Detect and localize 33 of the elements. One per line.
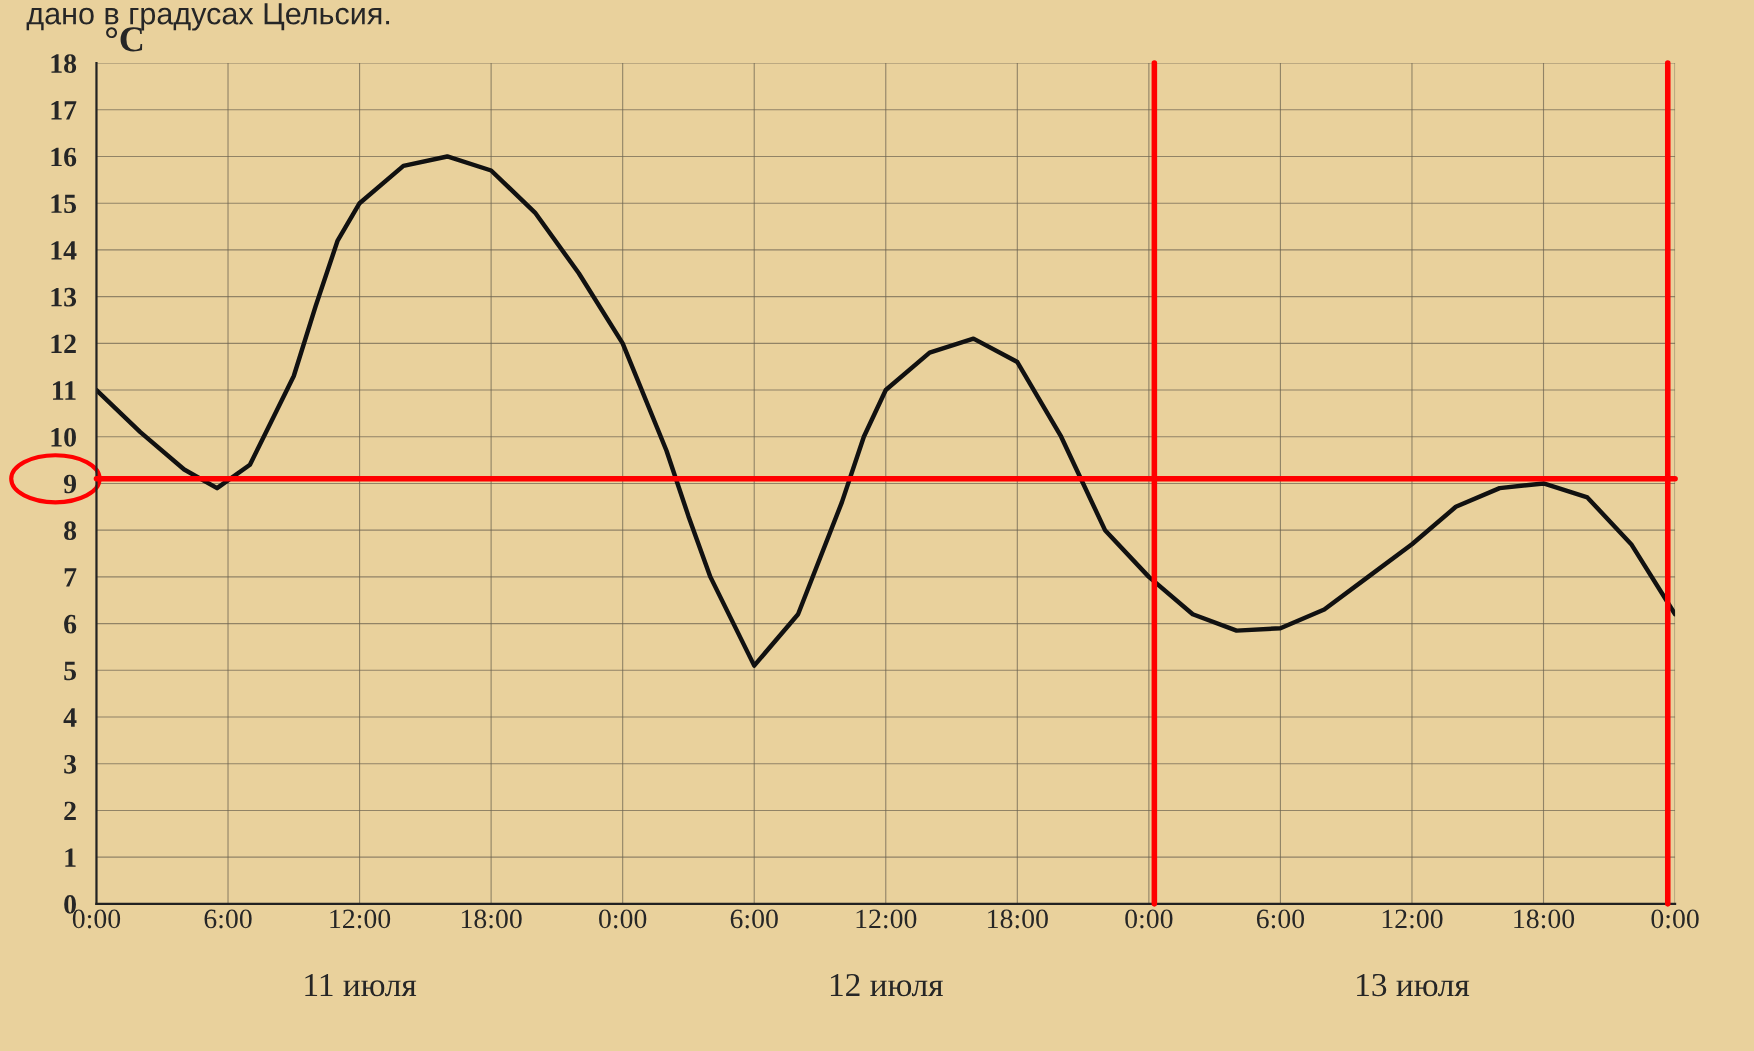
x-tick-label: 6:00: [730, 909, 778, 929]
x-tick-label: 18:00: [461, 909, 522, 929]
text: 12 июля: [830, 973, 943, 997]
y-tick-label: 6: [64, 614, 77, 634]
y-tick-label: 9: [63, 474, 77, 494]
x-tick-label: 18:00: [1514, 909, 1575, 929]
text: 13 июля: [1357, 973, 1470, 997]
x-tick-label: 12:00: [330, 909, 391, 929]
y-tick-label: 13: [51, 287, 77, 307]
y-tick-label: 4: [63, 708, 77, 727]
y-tick-label: 15: [51, 194, 77, 214]
y-tick-label: 5: [64, 661, 77, 681]
y-tick-label: 14: [51, 241, 77, 260]
y-tick-label: 17: [51, 101, 77, 120]
x-tick-label: 12:00: [856, 909, 917, 929]
y-tick-label: 3: [64, 754, 77, 774]
y-tick-label: 1: [65, 848, 76, 867]
x-tick-label: 12:00: [1382, 909, 1443, 929]
x-tick-label: 0:00: [599, 909, 647, 929]
y-tick-label: 18: [51, 54, 77, 73]
y-tick-label: 8: [64, 521, 77, 541]
x-tick-label: 0:00: [1125, 909, 1173, 929]
x-tick-label: 6:00: [1256, 909, 1305, 929]
y-tick-label: 11: [53, 381, 76, 400]
text: 11 июля: [305, 973, 417, 997]
y-tick-label: 12: [51, 334, 76, 353]
y-tick-label: 10: [51, 427, 76, 447]
x-tick-label: 0:00: [1651, 909, 1699, 929]
y-tick-label: 2: [64, 801, 76, 821]
x-tick-label: 6:00: [204, 909, 252, 929]
x-tick-label: 18:00: [988, 909, 1048, 929]
y-tick-label: 16: [51, 147, 77, 167]
y-tick-label: 7: [64, 568, 77, 587]
